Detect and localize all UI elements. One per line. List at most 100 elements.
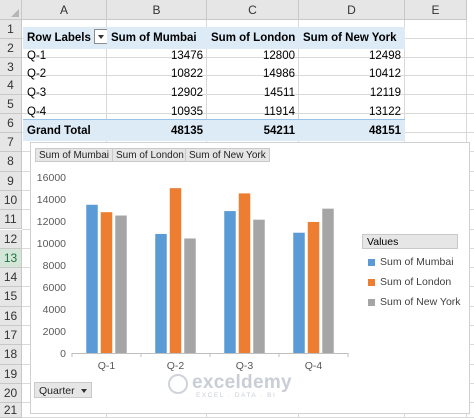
legend-item-mumbai: Sum of Mumbai [368,256,454,268]
pivot-cell[interactable]: 10822 [171,68,203,80]
filter-dropdown-icon[interactable] [93,29,107,45]
select-all-corner[interactable] [0,0,22,20]
legend-label: Sum of Mumbai [380,256,454,268]
watermark-sub: EXCEL · DATA · BI [196,392,277,399]
x-tick-label: Q-1 [98,360,116,372]
row-header-12[interactable]: 12 [0,229,22,249]
y-tick-label: 14000 [37,194,66,206]
bar-sum-of-london-q-1 [100,212,113,353]
x-tick-label: Q-4 [305,360,323,372]
bar-sum-of-new-york-q-2 [184,238,196,353]
column-header-a[interactable]: A [22,0,107,20]
y-tick-label: 12000 [37,216,66,228]
row-header-1[interactable]: 1 [0,20,22,39]
row-header-16[interactable]: 16 [0,306,22,326]
x-tick-label: Q-3 [236,360,254,372]
column-header-b[interactable]: B [107,0,207,20]
row-header-9[interactable]: 9 [0,171,22,191]
watermark: exceldemy EXCEL · DATA · BI [168,372,292,399]
y-tick-label: 0 [60,348,66,360]
column-header-c[interactable]: C [207,0,299,20]
y-tick-label: 6000 [43,282,67,294]
pivot-cell[interactable]: 14986 [263,68,295,80]
pivot-row-label[interactable]: Q-3 [27,87,47,99]
field-button-london[interactable]: Sum of London [112,148,188,162]
row-header-7[interactable]: 7 [0,133,22,153]
y-tick-label: 4000 [43,304,67,316]
bar-sum-of-new-york-q-4 [322,208,334,353]
y-tick-label: 2000 [43,326,67,338]
row-header-2[interactable]: 2 [0,39,22,58]
field-button-new-york[interactable]: Sum of New York [185,148,270,162]
bar-sum-of-mumbai-q-3 [224,211,236,353]
bar-sum-of-london-q-3 [238,193,251,353]
row-header-19[interactable]: 19 [0,364,22,384]
row-header-18[interactable]: 18 [0,345,22,365]
y-tick-label: 16000 [37,172,66,184]
legend-label: Sum of London [380,276,452,288]
pivot-header-london[interactable]: Sum of London [207,27,299,49]
bar-sum-of-mumbai-q-1 [86,204,98,353]
legend-item-new-york: Sum of New York [368,296,461,308]
bar-sum-of-mumbai-q-4 [293,232,305,353]
pivot-cell[interactable]: 10412 [369,68,401,80]
legend-item-london: Sum of London [368,276,451,288]
quarter-axis-field-button[interactable]: Quarter [34,382,92,398]
grand-total-cell[interactable]: 48151 [299,119,405,141]
row-header-6[interactable]: 6 [0,114,22,133]
row-header-20[interactable]: 20 [0,383,22,404]
row-gridline [22,57,474,58]
pivot-cell[interactable]: 12498 [369,50,401,62]
grand-total-label[interactable]: Grand Total [23,119,107,141]
pivot-cell[interactable]: 10935 [171,106,203,118]
pivot-row-label[interactable]: Q-4 [27,106,47,118]
chart-legend[interactable]: Values Sum of Mumbai Sum of London Sum o… [362,234,461,318]
row-header-15[interactable]: 15 [0,287,22,307]
dropdown-arrow-icon [80,389,87,394]
pivot-cell[interactable]: 11914 [263,106,295,118]
quarter-label: Quarter [39,385,75,397]
pivot-header-row-labels[interactable]: Row Labels [23,27,107,49]
pivot-cell[interactable]: 12119 [369,87,401,99]
pivot-row-label[interactable]: Q-1 [27,50,47,62]
pivot-header-new-york[interactable]: Sum of New York [299,27,405,49]
grand-total-cell[interactable]: 54211 [207,119,299,141]
exceldemy-logo-icon [168,374,188,394]
bar-sum-of-new-york-q-3 [253,219,265,353]
watermark-name: exceldemy [192,372,292,393]
pivot-cell[interactable]: 13122 [369,106,401,118]
row-header-14[interactable]: 14 [0,268,22,288]
y-tick-label: 10000 [37,238,66,250]
row-header-17[interactable]: 17 [0,326,22,346]
bar-sum-of-london-q-2 [169,188,182,353]
row-header-13[interactable]: 13 [0,248,22,269]
row-gridline [22,113,474,114]
x-tick-label: Q-2 [167,360,185,372]
pivot-cell[interactable]: 13476 [171,50,203,62]
bar-sum-of-new-york-q-1 [115,215,127,353]
legend-swatch [368,278,375,286]
row-header-10[interactable]: 10 [0,190,22,211]
legend-swatch [368,298,375,306]
pivot-row-label[interactable]: Q-2 [27,68,47,80]
row-header-21[interactable]: 21 [0,403,22,418]
field-button-mumbai[interactable]: Sum of Mumbai [35,148,114,162]
bar-sum-of-mumbai-q-2 [155,233,167,353]
column-header-d[interactable]: D [299,0,405,20]
pivot-cell[interactable]: 12902 [171,87,203,99]
row-header-4[interactable]: 4 [0,76,22,95]
bar-sum-of-london-q-4 [307,221,320,353]
row-gridline [22,94,474,95]
legend-swatch [368,258,375,266]
row-header-8[interactable]: 8 [0,152,22,172]
pivot-cell[interactable]: 14511 [263,87,295,99]
row-header-11[interactable]: 11 [0,210,22,230]
column-header-e[interactable]: E [405,0,467,20]
grand-total-cell[interactable]: 48135 [107,119,207,141]
pivot-header-mumbai[interactable]: Sum of Mumbai [107,27,207,49]
row-header-3[interactable]: 3 [0,58,22,76]
row-labels-text: Row Labels [27,32,91,44]
pivot-cell[interactable]: 12800 [263,50,295,62]
row-header-5[interactable]: 5 [0,95,22,114]
